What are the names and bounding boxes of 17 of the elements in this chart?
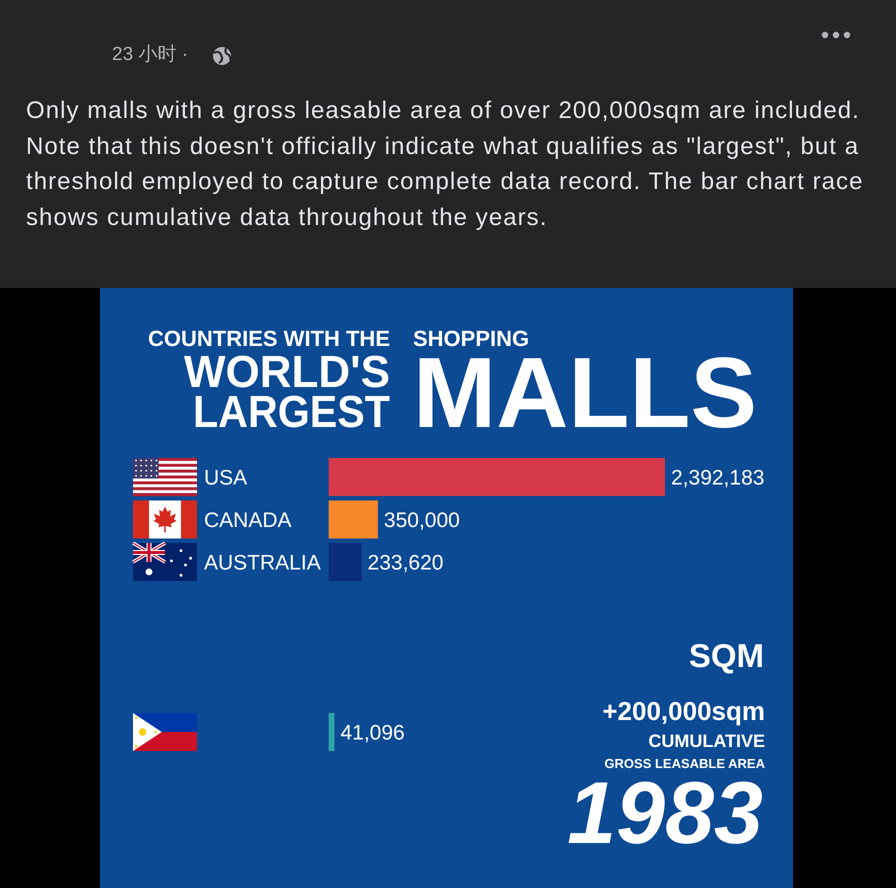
- text: 23 小时 ·: [112, 44, 188, 66]
- text: Only malls with a gross leasable area of over 200,000sqm are included. Note that this doesn't officially indicate what qualifies as "largest", but a threshold employed to capture complete data record. The bar chart race shows cumulative data throughout the years.: [26, 96, 864, 232]
- bar: [328, 500, 378, 538]
- data-label: 350,000: [384, 509, 460, 532]
- y-tick-label: CANADA: [204, 509, 292, 532]
- y-tick-label: USA: [204, 466, 248, 490]
- data-label: 41,096: [340, 722, 405, 744]
- annotation: CUMULATIVE: [648, 731, 765, 751]
- text: GROSS LEASABLE AREA: [604, 756, 766, 771]
- x-axis-title: SQM: [688, 637, 764, 674]
- text: +200,000sqm: [602, 696, 765, 726]
- data-label: 2,392,183: [671, 466, 764, 490]
- y-tick-label: AUSTRALIA: [204, 552, 321, 574]
- data-label: 233,620: [368, 552, 444, 574]
- bar: [328, 543, 362, 581]
- bar: [328, 713, 334, 751]
- bar: [328, 458, 665, 496]
